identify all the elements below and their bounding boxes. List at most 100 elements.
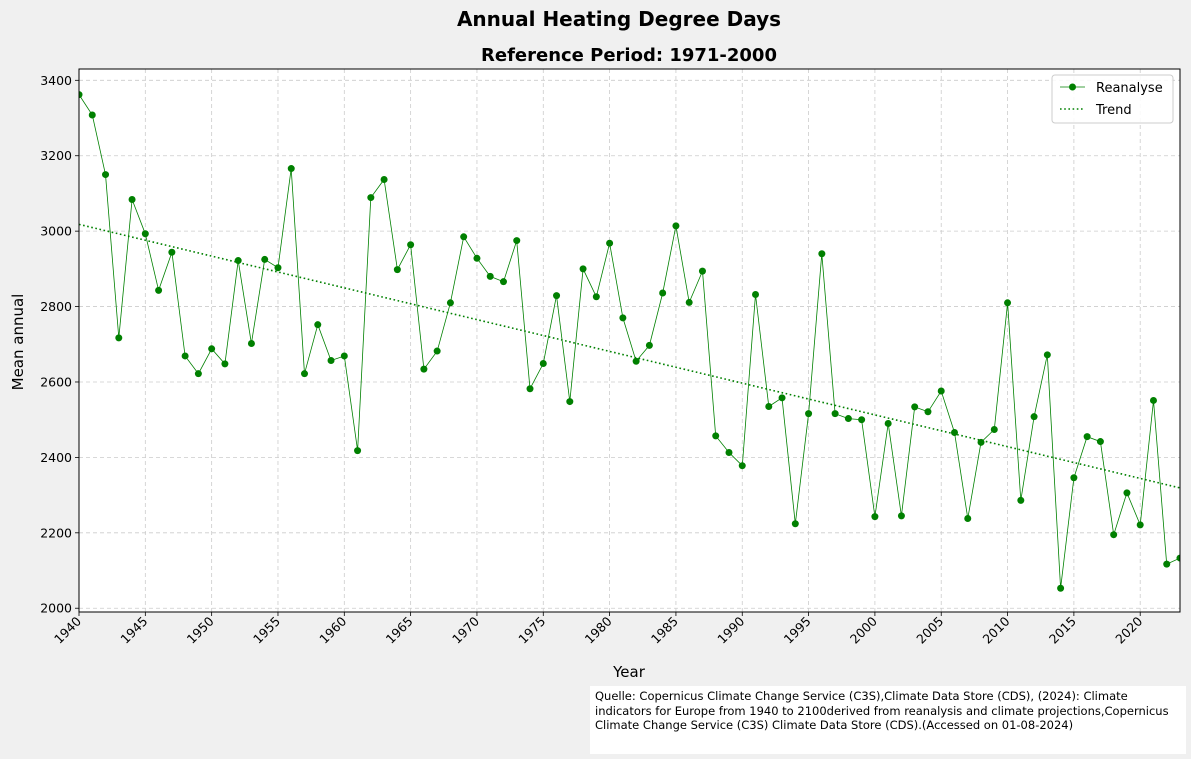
reanalyse-point bbox=[473, 254, 481, 262]
x-tick-label: 1955 bbox=[250, 614, 283, 647]
reanalyse-point bbox=[645, 341, 653, 349]
reanalyse-point bbox=[460, 233, 468, 241]
x-axis-label: Year bbox=[612, 663, 646, 681]
reanalyse-point bbox=[685, 298, 693, 306]
reanalyse-point bbox=[579, 265, 587, 273]
legend-reanalyse-marker bbox=[1069, 83, 1076, 91]
x-tick-label: 2000 bbox=[847, 613, 880, 646]
reanalyse-point bbox=[340, 352, 348, 360]
reanalyse-point bbox=[354, 447, 362, 455]
reanalyse-point bbox=[778, 394, 786, 402]
reanalyse-point bbox=[287, 165, 295, 173]
reanalyse-point bbox=[234, 257, 242, 265]
chart-subtitle: Reference Period: 1971-2000 bbox=[481, 45, 777, 66]
reanalyse-point bbox=[155, 286, 163, 294]
y-tick-label: 3400 bbox=[40, 73, 72, 88]
grid bbox=[78, 69, 1180, 612]
reanalyse-point bbox=[102, 171, 110, 179]
reanalyse-point bbox=[911, 403, 919, 411]
plot-frame bbox=[78, 68, 1181, 613]
reanalyse-point bbox=[977, 438, 985, 446]
reanalyse-point bbox=[712, 432, 720, 440]
reanalyse-point bbox=[805, 410, 813, 418]
reanalyse-point bbox=[88, 111, 96, 119]
reanalyse-point bbox=[725, 448, 733, 456]
reanalyse-point bbox=[950, 429, 958, 437]
x-tick-label: 2015 bbox=[1046, 614, 1079, 647]
reanalyse-point bbox=[1176, 554, 1180, 562]
reanalyse-point bbox=[831, 410, 839, 418]
reanalyse-point bbox=[1004, 299, 1012, 307]
reanalyse-point bbox=[858, 416, 866, 424]
y-axis-label: Mean annual bbox=[9, 294, 27, 391]
source-note: Quelle: Copernicus Climate Change Servic… bbox=[590, 686, 1186, 754]
reanalyse-point bbox=[659, 289, 667, 297]
reanalyse-point bbox=[1163, 560, 1171, 568]
reanalyse-point bbox=[168, 248, 176, 256]
reanalyse-point bbox=[499, 278, 507, 286]
reanalyse-point bbox=[314, 321, 322, 329]
reanalyse-point bbox=[1030, 413, 1038, 421]
reanalyse-point bbox=[698, 267, 706, 275]
x-tick-label: 2020 bbox=[1112, 613, 1145, 646]
reanalyse-point bbox=[553, 292, 561, 300]
reanalyse-point bbox=[1096, 438, 1104, 446]
reanalyse-point bbox=[380, 175, 388, 183]
reanalyse-point bbox=[79, 91, 83, 99]
reanalyse-point bbox=[1149, 396, 1157, 404]
reanalyse-point bbox=[327, 356, 335, 364]
series-layer bbox=[79, 91, 1180, 592]
x-tick-label: 1960 bbox=[316, 613, 349, 646]
x-tick-label: 1975 bbox=[515, 614, 548, 647]
reanalyse-point bbox=[393, 266, 401, 274]
y-tick-label: 2400 bbox=[40, 450, 72, 465]
reanalyse-point bbox=[619, 314, 627, 322]
reanalyse-point bbox=[566, 398, 574, 406]
reanalyse-point bbox=[990, 425, 998, 433]
y-tick-label: 3000 bbox=[40, 224, 72, 239]
reanalyse-point bbox=[221, 360, 229, 368]
reanalyse-point bbox=[274, 264, 282, 272]
legend-trend-label: Trend bbox=[1095, 103, 1132, 118]
reanalyse-point bbox=[208, 345, 216, 353]
y-tick-label: 2600 bbox=[40, 374, 72, 389]
x-tick-label: 1945 bbox=[117, 614, 150, 647]
reanalyse-point bbox=[606, 239, 614, 247]
y-tick-label: 3200 bbox=[40, 148, 72, 163]
reanalyse-line bbox=[79, 94, 1180, 589]
reanalyse-point bbox=[247, 340, 255, 348]
reanalyse-point bbox=[1017, 496, 1025, 504]
x-tick-label: 1980 bbox=[582, 613, 615, 646]
reanalyse-point bbox=[672, 222, 680, 230]
reanalyse-point bbox=[844, 415, 852, 423]
reanalyse-point bbox=[937, 387, 945, 395]
reanalyse-point bbox=[128, 195, 136, 203]
reanalyse-point bbox=[1043, 351, 1051, 359]
reanalyse-point bbox=[1057, 584, 1065, 592]
reanalyse-point bbox=[964, 514, 972, 522]
x-tick-label: 1940 bbox=[51, 613, 84, 646]
reanalyse-point bbox=[446, 299, 454, 307]
reanalyse-point bbox=[765, 402, 773, 410]
reanalyse-point bbox=[752, 290, 760, 298]
x-tick-label: 2010 bbox=[980, 613, 1013, 646]
reanalyse-point bbox=[181, 352, 189, 360]
x-tick-label: 1985 bbox=[648, 614, 681, 647]
reanalyse-point bbox=[301, 370, 309, 378]
y-axis-ticks: 2000 2200 2400 2600 2800 3000 3200 3400 bbox=[40, 73, 79, 616]
reanalyse-point bbox=[486, 272, 494, 280]
reanalyse-point bbox=[433, 347, 441, 355]
reanalyse-point bbox=[897, 512, 905, 520]
reanalyse-point bbox=[1110, 531, 1118, 539]
x-tick-label: 1995 bbox=[781, 614, 814, 647]
reanalyse-point bbox=[367, 194, 375, 202]
reanalyse-point bbox=[1070, 474, 1078, 482]
reanalyse-point bbox=[924, 408, 932, 416]
reanalyse-point bbox=[818, 250, 826, 258]
reanalyse-point bbox=[115, 334, 123, 342]
reanalyse-point bbox=[738, 462, 746, 470]
reanalyse-point bbox=[420, 365, 428, 373]
reanalyse-point bbox=[526, 385, 534, 393]
reanalyse-point bbox=[539, 360, 547, 368]
